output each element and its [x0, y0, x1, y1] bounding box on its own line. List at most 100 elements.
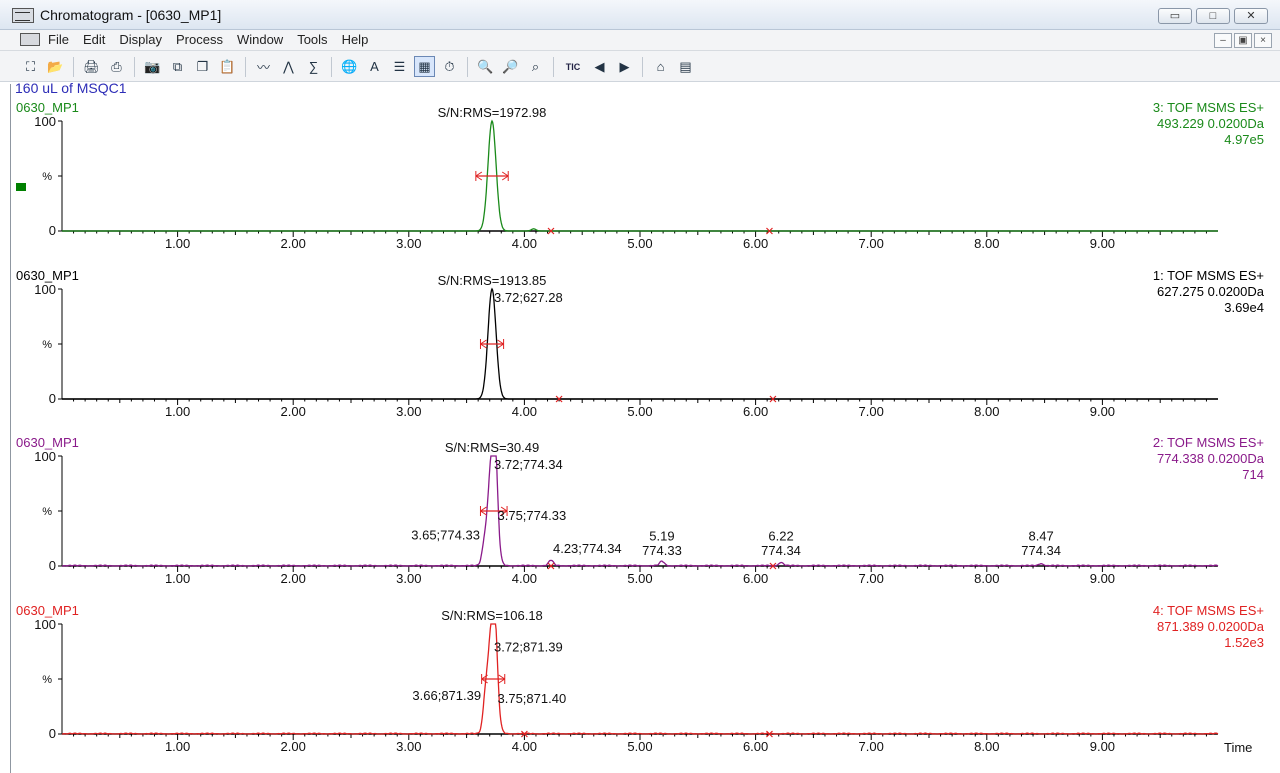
x-tick-label: 5.00: [627, 571, 652, 586]
x-tick-label: 2.00: [281, 236, 306, 251]
signal-noise-label: S/N:RMS=106.18: [441, 608, 543, 623]
peak-label: 3.65;774.33: [411, 528, 480, 543]
x-tick-label: 6.00: [743, 236, 768, 251]
clipboard-icon[interactable]: 📋: [219, 58, 236, 74]
integrate-icon[interactable]: ∑: [308, 59, 319, 74]
peak-label: 4.23;774.34: [553, 541, 622, 556]
baseline-marker: [766, 227, 773, 235]
x-tick-label: 5.00: [627, 236, 652, 251]
close-icon: ✕: [1246, 9, 1256, 22]
menu-display[interactable]: Display: [119, 32, 162, 47]
tree-icon[interactable]: ⌂: [656, 59, 665, 74]
trace-line: [62, 455, 1219, 567]
clock-icon[interactable]: ⏱: [444, 58, 455, 74]
minimize-button[interactable]: ▭: [1158, 8, 1192, 24]
toolbar: ⛶ 📂 🖨 ⎙ 📷 ⧉ ❐ 📋 〰 ⋀ ∑ 🌐 A ☰ ▦ ⏱ 🔍 🔎 ⌕ TI…: [0, 51, 1280, 82]
mdi-close-button[interactable]: ×: [1254, 33, 1272, 48]
baseline-marker: [555, 395, 563, 403]
x-tick-label: 7.00: [859, 571, 884, 586]
document-menu-icon[interactable]: [20, 33, 40, 46]
integration-start-marker: [479, 339, 487, 349]
title-bar: Chromatogram - [0630_MP1] ▭ □ ✕: [0, 0, 1280, 30]
y-tick-label: 100: [34, 282, 56, 297]
y-tick-label: 0: [49, 391, 56, 406]
trace-channel-label: 1: TOF MSMS ES+: [1153, 268, 1264, 283]
fit-icon[interactable]: ⛶: [25, 58, 36, 74]
x-tick-label: 9.00: [1090, 571, 1115, 586]
trace-channel-label: 2: TOF MSMS ES+: [1153, 435, 1264, 450]
baseline-marker: [547, 227, 555, 235]
trace-sample-name: 0630_MP1: [16, 435, 79, 450]
menu-help[interactable]: Help: [341, 32, 369, 47]
integration-start-marker: [481, 674, 488, 684]
x-tick-label: 4.00: [512, 571, 537, 586]
trace-line: [62, 287, 1218, 400]
maximize-icon: □: [1209, 9, 1217, 22]
forward-arrow-icon[interactable]: ▶: [619, 58, 630, 74]
menu-process[interactable]: Process: [175, 32, 223, 47]
x-tick-label: 4.00: [512, 404, 537, 419]
trace-intensity-label: 1.52e3: [1224, 635, 1264, 650]
baseline-marker: [766, 730, 773, 738]
trace-mass-label: 627.275 0.0200Da: [1157, 284, 1265, 299]
menu-bar: File Edit Display Process Window Tools H…: [0, 30, 1280, 51]
x-tick-label: 9.00: [1090, 236, 1115, 251]
y-tick-label: %: [42, 339, 52, 351]
mdi-restore-button[interactable]: ▣: [1234, 33, 1252, 48]
camera-icon[interactable]: 📷: [144, 58, 161, 74]
window-title: Chromatogram - [0630_MP1]: [40, 7, 222, 23]
trace-sample-name: 0630_MP1: [16, 603, 79, 618]
trace-mass-label: 493.229 0.0200Da: [1157, 116, 1265, 131]
peak-label: 774.34: [1021, 543, 1061, 558]
header-icon[interactable]: ☰: [393, 58, 406, 74]
trace-mass-label: 871.389 0.0200Da: [1157, 619, 1265, 634]
menu-tools[interactable]: Tools: [297, 32, 328, 47]
peak-label: 6.22: [768, 529, 793, 544]
active-trace-marker: [16, 183, 26, 191]
menu-file[interactable]: File: [48, 32, 69, 47]
tic-icon[interactable]: TIC: [565, 61, 581, 72]
zoom-out-icon[interactable]: 🔎: [502, 58, 519, 74]
trace-sample-name: 0630_MP1: [16, 268, 79, 283]
integration-end-marker: [497, 339, 505, 349]
x-tick-label: 4.00: [512, 236, 537, 251]
trace-intensity-label: 714: [1242, 467, 1264, 482]
zoom-reset-icon[interactable]: ⌕: [531, 58, 540, 74]
open-folder-icon[interactable]: 📂: [47, 58, 64, 74]
x-tick-label: 5.00: [627, 739, 652, 754]
copy-icon[interactable]: ⧉: [172, 58, 183, 74]
x-tick-label: 8.00: [974, 404, 999, 419]
x-tick-label: 6.00: [743, 571, 768, 586]
x-tick-label: 6.00: [743, 739, 768, 754]
trace-channel-label: 4: TOF MSMS ES+: [1153, 603, 1264, 618]
zoom-in-icon[interactable]: 🔍: [477, 58, 494, 74]
close-button[interactable]: ✕: [1234, 8, 1268, 24]
chromatogram-icon[interactable]: 〰: [256, 60, 270, 75]
menu-window[interactable]: Window: [236, 32, 284, 47]
menu-edit[interactable]: Edit: [82, 32, 106, 47]
back-arrow-icon[interactable]: ◀: [594, 58, 605, 74]
peaks-icon[interactable]: ⋀: [283, 58, 294, 74]
x-tick-label: 3.00: [396, 404, 421, 419]
trace-mass-label: 774.338 0.0200Da: [1157, 451, 1265, 466]
x-tick-label: 5.00: [627, 404, 652, 419]
integration-end-marker: [500, 506, 508, 516]
print-preview-icon[interactable]: 🖨: [83, 58, 100, 74]
baseline-marker: [547, 562, 555, 570]
signal-noise-label: S/N:RMS=1913.85: [438, 273, 547, 288]
maximize-button[interactable]: □: [1196, 8, 1230, 24]
print-icon[interactable]: ⎙: [111, 58, 122, 74]
text-icon[interactable]: A: [370, 59, 379, 74]
list-icon[interactable]: ▤: [679, 58, 692, 74]
peak-label: 3.72;627.28: [494, 290, 563, 305]
peak-label: 8.47: [1028, 529, 1053, 544]
layout-icon[interactable]: ▦: [414, 56, 435, 77]
mdi-minimize-button[interactable]: –: [1214, 33, 1232, 48]
x-tick-label: 8.00: [974, 236, 999, 251]
globe-icon[interactable]: 🌐: [341, 58, 358, 74]
x-tick-label: 2.00: [281, 739, 306, 754]
trace-intensity-label: 4.97e5: [1224, 132, 1264, 147]
peak-label: 3.72;871.39: [494, 640, 563, 655]
baseline-marker: [769, 395, 777, 403]
paste-icon[interactable]: ❐: [196, 58, 209, 74]
